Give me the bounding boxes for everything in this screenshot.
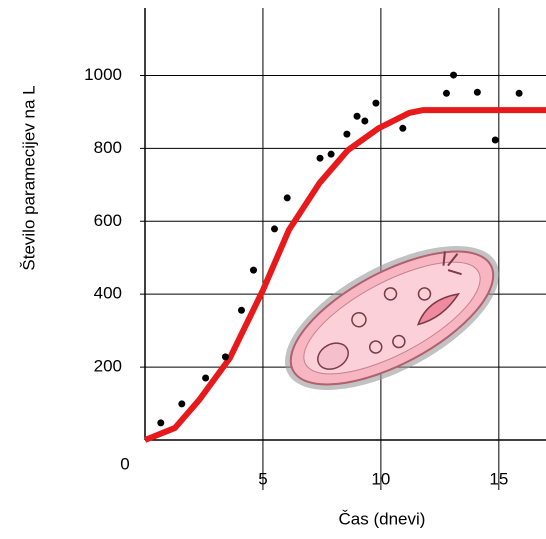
- data-point: [343, 130, 351, 138]
- data-point: [202, 374, 210, 382]
- y-tick-label: 400: [94, 284, 122, 303]
- fit-curve: [143, 107, 546, 443]
- data-point: [283, 194, 291, 202]
- data-point: [353, 112, 361, 120]
- data-point: [450, 71, 458, 79]
- data-point: [157, 419, 165, 427]
- data-point: [361, 117, 369, 125]
- x-tick-label: 5: [258, 469, 267, 488]
- data-point: [473, 88, 481, 96]
- y-axis-label: Število paramecijev na L: [19, 85, 38, 270]
- data-point: [491, 136, 499, 144]
- y-tick-label: 200: [94, 357, 122, 376]
- data-point: [327, 150, 335, 158]
- data-point: [270, 225, 278, 233]
- x-tick-label: 15: [489, 469, 508, 488]
- data-point: [250, 266, 258, 274]
- data-point: [399, 124, 407, 132]
- y-tick-label: 1000: [84, 65, 122, 84]
- x-axis-label: Čas (dnevi): [339, 509, 426, 528]
- x-tick-label: 10: [371, 469, 390, 488]
- data-point: [372, 99, 380, 107]
- data-point: [221, 353, 229, 361]
- paramecium-illustration: [284, 246, 500, 390]
- data-point: [316, 154, 324, 162]
- y-tick-label: 600: [94, 211, 122, 230]
- data-point: [237, 306, 245, 314]
- data-point: [178, 400, 186, 408]
- x-tick-label: 0: [120, 454, 129, 473]
- data-point: [442, 89, 450, 97]
- data-point: [515, 89, 523, 97]
- y-tick-label: 800: [94, 138, 122, 157]
